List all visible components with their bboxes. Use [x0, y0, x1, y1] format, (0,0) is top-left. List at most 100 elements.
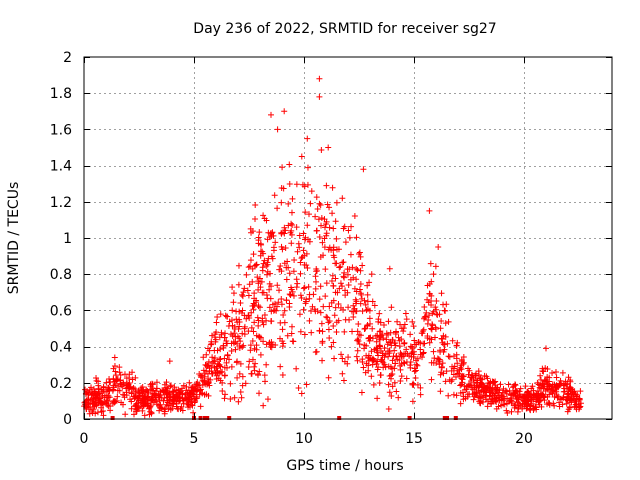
data-point [239, 293, 246, 300]
data-point [112, 398, 119, 405]
data-point [120, 380, 127, 387]
data-point [374, 358, 381, 365]
data-point [432, 304, 439, 311]
data-point [341, 358, 348, 365]
data-point [398, 373, 405, 380]
data-point [330, 225, 337, 232]
data-point [175, 386, 182, 393]
data-point [111, 362, 118, 369]
data-point [312, 285, 319, 292]
data-point [313, 348, 320, 355]
data-point [439, 360, 446, 367]
data-point [498, 392, 505, 399]
data-point [393, 388, 400, 395]
data-point [141, 401, 148, 408]
data-point [543, 345, 549, 352]
data-point [217, 346, 224, 353]
data-point [424, 335, 431, 342]
data-point [237, 299, 244, 306]
data-point [328, 277, 335, 284]
y-tick-label: 1 [63, 231, 72, 247]
data-point [300, 285, 307, 292]
data-point [385, 406, 392, 413]
data-point [253, 342, 260, 349]
data-point [576, 396, 583, 403]
data-point [504, 409, 511, 416]
data-point [176, 390, 183, 397]
data-point [330, 282, 337, 289]
data-point [307, 200, 314, 207]
data-point [497, 381, 504, 388]
data-point [255, 322, 262, 329]
data-point [280, 185, 287, 192]
data-point [316, 75, 323, 82]
data-point [431, 334, 438, 341]
data-point [252, 360, 259, 367]
data-point [328, 343, 335, 350]
data-point [470, 396, 477, 403]
data-point [378, 356, 385, 363]
data-point [386, 350, 393, 357]
data-point [96, 397, 103, 404]
data-point [553, 374, 560, 381]
data-point [458, 356, 465, 363]
data-point [500, 397, 507, 404]
data-point [89, 400, 96, 407]
data-point [245, 363, 252, 370]
data-point [313, 227, 320, 234]
data-point [478, 387, 485, 394]
data-point [289, 221, 296, 228]
data-point [353, 234, 360, 241]
data-point [114, 387, 121, 394]
data-point [430, 308, 437, 315]
data-point [366, 337, 373, 344]
data-point [197, 386, 204, 393]
data-point [296, 232, 303, 239]
data-point [293, 276, 300, 283]
data-point [385, 331, 392, 338]
data-point [229, 307, 236, 314]
data-point [573, 404, 580, 411]
data-point [403, 375, 410, 382]
data-point [89, 409, 96, 416]
data-point [283, 276, 290, 283]
data-point [95, 378, 102, 385]
data-point [511, 402, 518, 409]
data-point [128, 405, 135, 412]
data-point [440, 301, 447, 308]
data-point [407, 362, 414, 369]
data-point [346, 234, 353, 241]
data-point [305, 283, 312, 290]
data-point [317, 201, 324, 208]
data-point [420, 350, 427, 357]
data-point [321, 244, 328, 251]
data-point [152, 388, 159, 395]
data-point [324, 201, 331, 208]
data-point [333, 199, 340, 206]
data-point [325, 326, 332, 333]
data-point [319, 328, 326, 335]
data-point [437, 325, 444, 332]
data-point [465, 365, 472, 372]
data-point [360, 166, 367, 173]
data-point [373, 347, 380, 354]
data-point [119, 383, 126, 390]
data-point [245, 312, 252, 319]
data-point [329, 210, 336, 217]
data-point [160, 389, 167, 396]
data-point [340, 273, 347, 280]
x-tick-labels: 0 5 10 15 20 [80, 431, 533, 447]
data-point [437, 348, 444, 355]
data-point [368, 271, 375, 278]
data-point [101, 392, 108, 399]
data-point [392, 339, 399, 346]
x-tick-label: 15 [405, 431, 423, 447]
data-point [386, 389, 393, 396]
data-point [397, 366, 404, 373]
data-point [538, 385, 545, 392]
data-point [484, 375, 491, 382]
data-point [567, 385, 574, 392]
data-point [316, 233, 323, 240]
data-point [458, 381, 465, 388]
data-point [288, 209, 295, 216]
